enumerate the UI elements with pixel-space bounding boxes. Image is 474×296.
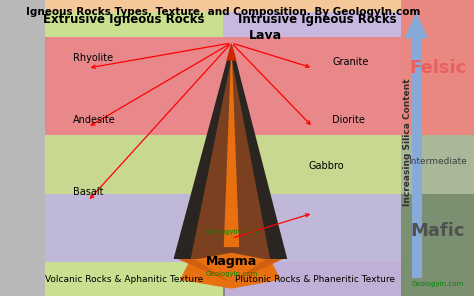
Bar <box>401 194 474 296</box>
Text: Felsic: Felsic <box>409 59 466 77</box>
Text: Plutonic Rocks & Phaneritic Texture: Plutonic Rocks & Phaneritic Texture <box>235 275 395 284</box>
Polygon shape <box>231 259 283 283</box>
Polygon shape <box>180 253 281 289</box>
Text: Extrusive Igneous Rocks: Extrusive Igneous Rocks <box>44 13 205 26</box>
Text: Mafic: Mafic <box>410 222 465 240</box>
Text: GeologyIn.com: GeologyIn.com <box>411 281 464 287</box>
Text: Diorite: Diorite <box>332 115 365 125</box>
Polygon shape <box>226 43 237 61</box>
Text: Rhyolite: Rhyolite <box>73 53 113 63</box>
Text: Gabbro: Gabbro <box>309 161 344 171</box>
Polygon shape <box>173 43 287 259</box>
Bar <box>401 135 474 194</box>
Text: Volcanic Rocks & Aphanitic Texture: Volcanic Rocks & Aphanitic Texture <box>45 275 203 284</box>
Bar <box>45 37 401 135</box>
Bar <box>225 262 401 296</box>
Polygon shape <box>404 12 428 38</box>
Bar <box>223 12 401 37</box>
Text: Lava: Lava <box>249 29 282 42</box>
Bar <box>401 0 474 135</box>
Text: Andesite: Andesite <box>73 115 115 125</box>
Bar <box>45 0 401 37</box>
Text: Granite: Granite <box>332 57 369 67</box>
Polygon shape <box>178 259 231 283</box>
Text: Igneous Rocks Types, Texture, and Composition. By GeologyIn.com: Igneous Rocks Types, Texture, and Compos… <box>26 7 420 17</box>
Polygon shape <box>191 58 270 259</box>
Text: Basalt: Basalt <box>73 187 103 197</box>
Bar <box>45 262 401 296</box>
Text: Intermediate: Intermediate <box>408 157 467 166</box>
Polygon shape <box>224 43 239 247</box>
Text: GeologyIn.com: GeologyIn.com <box>205 271 257 277</box>
Bar <box>45 12 223 37</box>
Bar <box>45 262 223 296</box>
Text: Magma: Magma <box>206 255 257 268</box>
Text: Intrusive Igneous Rocks: Intrusive Igneous Rocks <box>238 13 397 26</box>
Bar <box>45 194 401 262</box>
Bar <box>45 135 401 194</box>
Text: GeologyIn.com: GeologyIn.com <box>205 229 257 235</box>
Text: Increasing Silica Content: Increasing Silica Content <box>403 78 412 206</box>
Bar <box>412 38 422 278</box>
